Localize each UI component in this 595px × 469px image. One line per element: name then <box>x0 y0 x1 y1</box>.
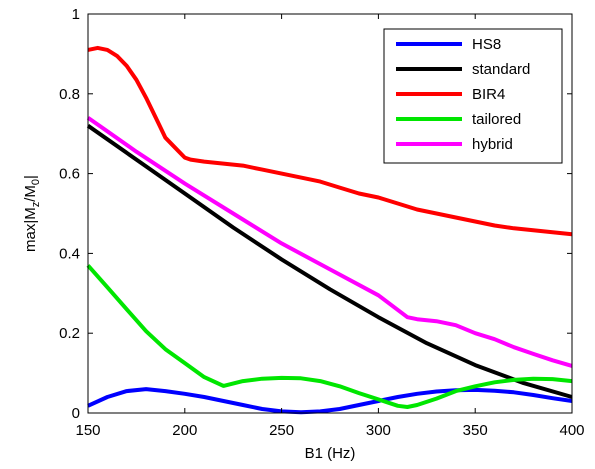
y-tick-label: 1 <box>72 6 80 23</box>
y-axis-label-sub2: 0 <box>30 179 42 185</box>
x-tick-label: 250 <box>269 422 294 439</box>
x-tick-label: 300 <box>366 422 391 439</box>
series-line-BIR4 <box>87 45 573 237</box>
series-line-hybrid <box>86 116 573 368</box>
legend: HS8 standard BIR4 tailored hybrid <box>383 28 563 164</box>
x-tick-label: 400 <box>559 422 584 439</box>
y-tick-label: 0.4 <box>59 245 80 262</box>
x-axis-label: B1 (Hz) <box>305 445 356 462</box>
series-line-tailored <box>86 264 573 409</box>
x-tick-label: 350 <box>463 422 488 439</box>
legend-label-HS8: HS8 <box>472 36 501 53</box>
y-axis-label: max|Mz/M0| <box>22 175 42 252</box>
y-tick-label: 0.2 <box>59 325 80 342</box>
legend-label-hybrid: hybrid <box>472 136 513 153</box>
x-tick-label: 200 <box>172 422 197 439</box>
tick-layer: 150 200 250 300 350 400 0 0.2 0.4 0.6 0.8 1 <box>59 6 584 439</box>
x-tick-label: 150 <box>75 422 100 439</box>
y-axis-label-prefix: max|M <box>22 207 39 252</box>
y-tick-label: 0.8 <box>59 86 80 103</box>
plot-frame <box>87 13 573 414</box>
legend-label-tailored: tailored <box>472 111 521 128</box>
series-line-HS8 <box>87 387 573 415</box>
y-axis-label-sub1: z <box>30 202 42 208</box>
y-axis-label-mid: /M <box>22 185 39 202</box>
y-tick-label: 0.6 <box>59 166 80 183</box>
series-layer <box>86 45 573 415</box>
legend-label-BIR4: BIR4 <box>472 86 505 103</box>
y-axis-label-suffix: | <box>22 175 39 179</box>
y-tick-label: 0 <box>72 405 80 422</box>
legend-label-standard: standard <box>472 61 530 78</box>
series-line-standard <box>86 124 573 399</box>
